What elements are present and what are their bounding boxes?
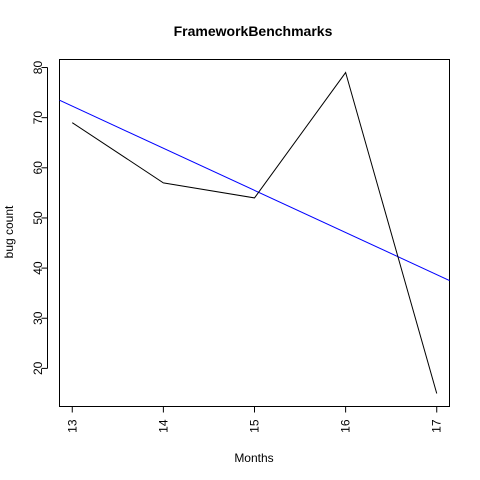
y-axis-label: bug count — [2, 205, 16, 258]
y-tick-label: 40 — [31, 261, 45, 275]
x-tick-label: 14 — [156, 419, 170, 433]
chart-title: FrameworkBenchmarks — [174, 23, 333, 39]
x-tick-label: 17 — [430, 419, 444, 433]
x-axis-label: Months — [234, 451, 273, 465]
x-tick-label: 13 — [65, 419, 79, 433]
y-tick-label: 80 — [31, 61, 45, 75]
y-tick-label: 20 — [31, 361, 45, 375]
y-tick-label: 60 — [31, 161, 45, 175]
series-layer — [60, 73, 450, 394]
y-tick-label: 50 — [31, 211, 45, 225]
y-tick-label: 30 — [31, 311, 45, 325]
series-line — [72, 73, 436, 394]
y-axis: 20 30 40 50 60 70 80 — [31, 61, 48, 376]
x-tick-label: 15 — [248, 419, 262, 433]
x-axis: 13 14 15 16 17 — [65, 407, 443, 433]
y-tick-label: 70 — [31, 111, 45, 125]
x-tick-label: 16 — [339, 419, 353, 433]
trend-line — [60, 100, 450, 280]
